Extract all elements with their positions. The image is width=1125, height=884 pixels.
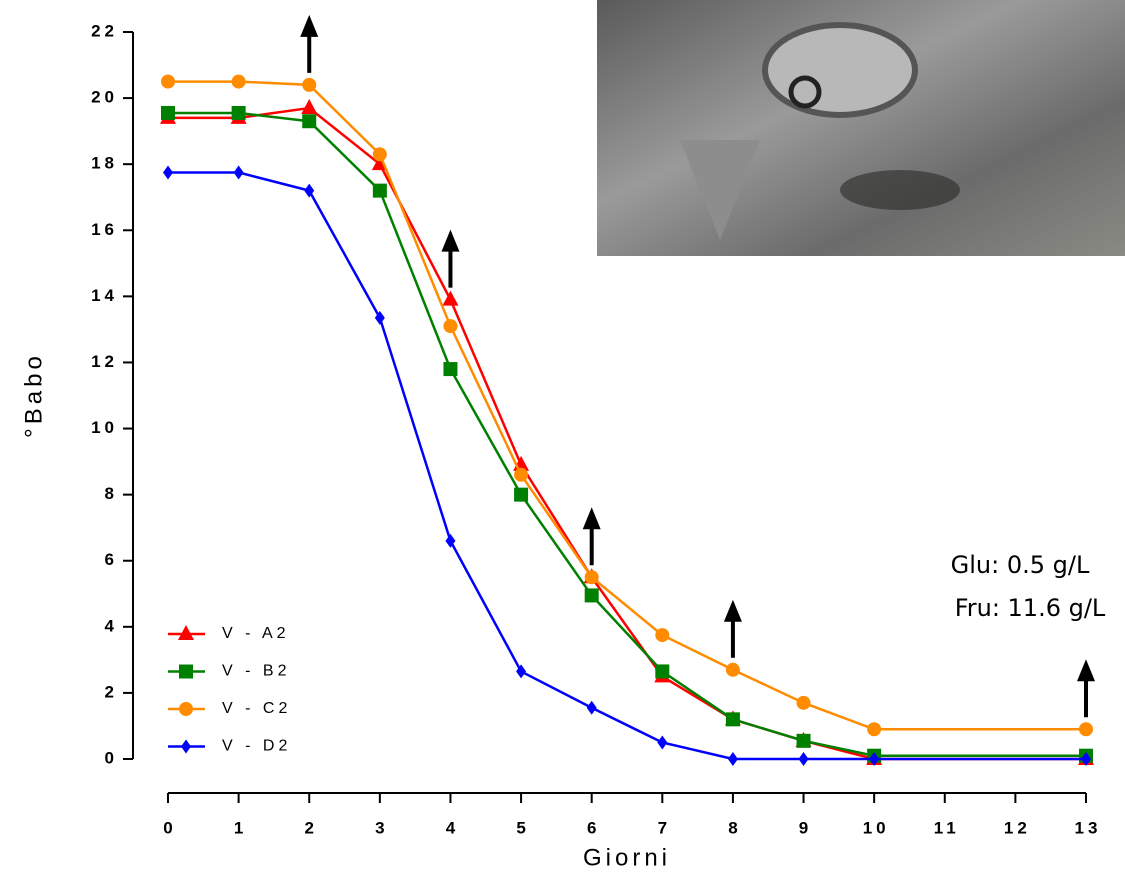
x-tick-label: 1	[234, 818, 247, 837]
y-tick-label: 6	[105, 550, 118, 569]
marker	[727, 752, 738, 766]
y-tick-label: 8	[105, 484, 118, 503]
x-tick-label: 9	[799, 818, 812, 837]
y-tick-label: 14	[91, 286, 118, 305]
y-tick-label: 20	[91, 88, 118, 107]
marker	[584, 570, 599, 585]
arrow	[723, 599, 742, 658]
arrow-head	[300, 14, 319, 37]
x-tick-label: 2	[304, 818, 317, 837]
marker	[179, 664, 193, 679]
marker	[514, 467, 529, 482]
marker	[163, 165, 173, 180]
photo	[597, 0, 1125, 256]
marker	[867, 722, 882, 737]
arrow-head	[1077, 659, 1095, 682]
arrow-head	[723, 599, 742, 622]
x-tick-label: 12	[1004, 818, 1031, 837]
y-tick-label: 2	[105, 682, 118, 701]
x-tick-label: 8	[728, 818, 741, 837]
arrow	[582, 507, 601, 566]
marker	[516, 664, 527, 679]
x-axis-label: Giorni	[583, 844, 671, 871]
marker	[796, 695, 811, 710]
y-tick-label: 18	[91, 154, 118, 173]
annotation: Glu: 0.5 g/L	[951, 551, 1090, 579]
marker	[179, 702, 193, 716]
arrow	[441, 229, 460, 288]
marker	[798, 752, 809, 766]
marker	[657, 735, 668, 750]
marker	[233, 165, 244, 180]
x-tick-label: 3	[375, 818, 388, 837]
marker	[304, 183, 315, 198]
marker	[443, 319, 458, 334]
marker	[584, 588, 599, 603]
marker	[445, 533, 456, 548]
y-tick-label: 4	[105, 616, 118, 635]
marker	[372, 183, 387, 198]
x-tick-label: 5	[516, 818, 529, 837]
legend-label: V - D2	[222, 738, 291, 755]
marker	[443, 362, 458, 377]
marker	[725, 712, 740, 727]
x-tick-label: 10	[863, 818, 890, 837]
legend-label: V - A2	[222, 625, 290, 642]
legend-label: V - B2	[222, 663, 290, 680]
marker	[302, 114, 317, 129]
annotation: Fru: 11.6 g/L	[955, 594, 1106, 622]
arrow-head	[582, 507, 601, 530]
marker	[796, 733, 811, 748]
legend-label: V - C2	[222, 700, 291, 717]
marker	[161, 74, 175, 89]
marker	[231, 74, 246, 89]
marker	[181, 739, 191, 754]
y-axis-label: °Babo	[20, 352, 47, 438]
marker	[655, 664, 670, 679]
marker	[1079, 722, 1093, 737]
marker	[725, 662, 740, 677]
marker	[1081, 752, 1091, 766]
marker	[655, 628, 670, 643]
x-tick-label: 6	[587, 818, 600, 837]
arrow-head	[441, 229, 460, 252]
series-line	[168, 111, 1086, 757]
marker	[178, 625, 194, 640]
y-tick-label: 12	[91, 352, 118, 371]
x-tick-label: 0	[163, 818, 176, 837]
marker	[442, 290, 459, 306]
y-tick-label: 22	[91, 21, 118, 40]
x-tick-label: 4	[446, 818, 459, 837]
marker	[586, 700, 597, 715]
marker	[372, 147, 387, 162]
x-tick-label: 13	[1075, 818, 1102, 837]
y-tick-label: 0	[105, 748, 118, 767]
marker	[301, 99, 318, 115]
marker	[869, 752, 880, 766]
marker	[161, 105, 175, 120]
arrow	[1077, 659, 1095, 718]
x-tick-label: 7	[658, 818, 671, 837]
series-line	[168, 80, 1086, 731]
marker	[231, 105, 246, 120]
arrow	[300, 14, 319, 73]
series-line	[168, 171, 1086, 761]
marker	[374, 310, 385, 325]
marker	[514, 487, 529, 502]
y-tick-label: 10	[91, 418, 118, 437]
marker	[302, 77, 317, 92]
y-tick-label: 16	[91, 220, 118, 239]
x-tick-label: 11	[934, 818, 960, 837]
